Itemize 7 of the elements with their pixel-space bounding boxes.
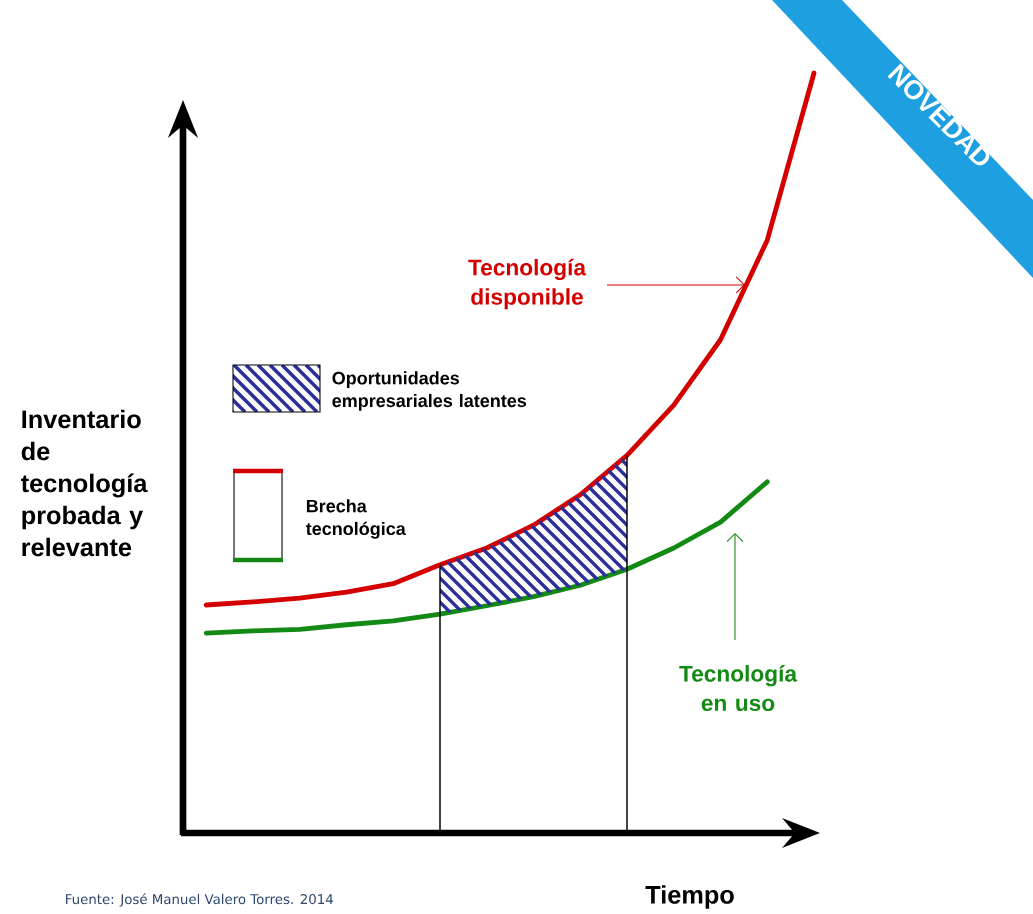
text: Tecnología en uso xyxy=(679,664,798,712)
text: Tecnología disponible xyxy=(468,258,587,310)
annotation: Oportunidades empresariales latentes xyxy=(332,371,527,411)
source-note: Fuente: José Manuel Valero Torres. 2014 xyxy=(66,893,333,907)
x-axis-title: Tiempo xyxy=(645,885,734,909)
annotation: Brecha tecnológica xyxy=(305,499,406,539)
y-axis-title: Inventario de tecnología probada y relevante xyxy=(21,409,148,557)
